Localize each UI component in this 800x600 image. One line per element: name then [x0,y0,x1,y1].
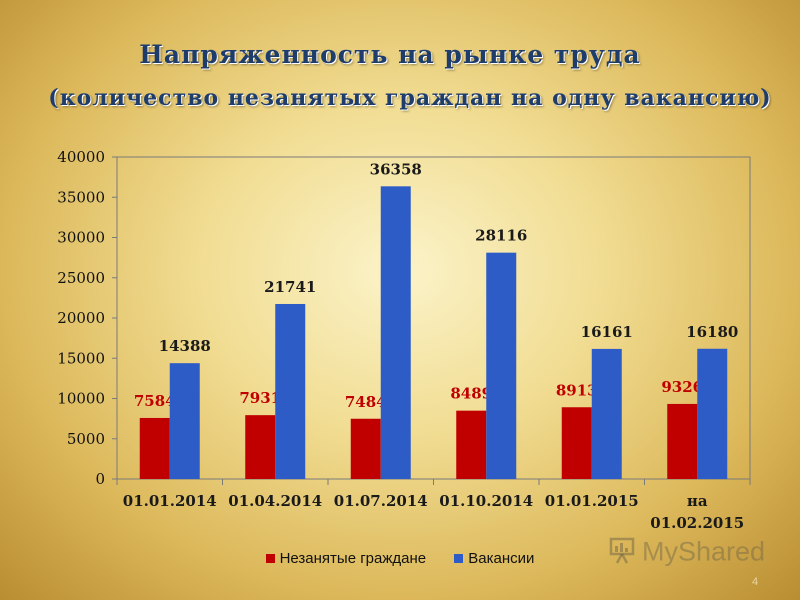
legend-label-vacancies: Вакансии [468,550,535,567]
watermark-text: MyShared [642,536,766,567]
data-label-unemployed: 9326 [661,378,703,396]
data-label-unemployed: 7584 [134,392,176,410]
legend-swatch-vacancies [454,553,464,563]
y-tick-label: 30000 [57,229,105,247]
y-tick-label: 15000 [57,349,105,367]
y-tick-label: 5000 [67,430,105,448]
chart-title: Напряженность на рынке труда [139,40,641,69]
data-label-unemployed: 8489 [450,385,492,403]
y-tick-label: 40000 [57,148,105,166]
x-tick-label: на 01.02.2015 [650,492,744,532]
data-label-unemployed: 7484 [345,393,387,411]
y-tick-label: 25000 [57,269,105,287]
bar-vacancies [380,186,411,479]
x-tick-label: 01.04.2014 [228,492,322,510]
y-tick-label: 10000 [57,390,105,408]
chart-legend: Незанятые граждане Вакансии [0,550,800,567]
plot-area [116,156,751,480]
bar-unemployed [350,418,381,479]
y-tick-label: 20000 [57,309,105,327]
data-label-vacancies: 16161 [581,323,633,341]
bar-vacancies [169,363,200,479]
x-tick-label: 01.07.2014 [334,492,428,510]
bar-unemployed [245,415,276,479]
bar-unemployed [667,403,698,479]
x-tick-label: 01.10.2014 [439,492,533,510]
chart-subtitle: (количество незанятых граждан на одну ва… [48,85,772,111]
data-label-unemployed: 7931 [239,389,281,407]
data-label-unemployed: 8913 [556,381,598,399]
legend-swatch-unemployed [265,553,275,563]
bar-unemployed [139,417,170,479]
presentation-board-icon [608,535,638,572]
legend-item-vacancies: Вакансии [454,550,534,567]
bar-vacancies [486,252,517,479]
legend-item-unemployed: Незанятые граждане [265,550,427,567]
bar-vacancies [591,348,622,479]
data-label-vacancies: 28116 [475,227,527,245]
data-label-vacancies: 21741 [264,278,316,296]
legend-label-unemployed: Незанятые граждане [279,550,427,567]
data-label-vacancies: 14388 [159,337,211,355]
watermark: MyShared [608,535,765,572]
bar-vacancies [697,348,728,479]
x-tick-label: 01.01.2014 [123,492,217,510]
data-label-vacancies: 36358 [370,160,422,178]
bar-unemployed [456,410,487,479]
bar-unemployed [561,407,592,479]
bar-vacancies [275,303,306,479]
y-tick-label: 35000 [57,188,105,206]
data-label-vacancies: 16180 [686,323,738,341]
page-number: 4 [752,576,759,588]
x-tick-label: 01.01.2015 [545,492,639,510]
y-tick-label: 0 [95,470,105,488]
